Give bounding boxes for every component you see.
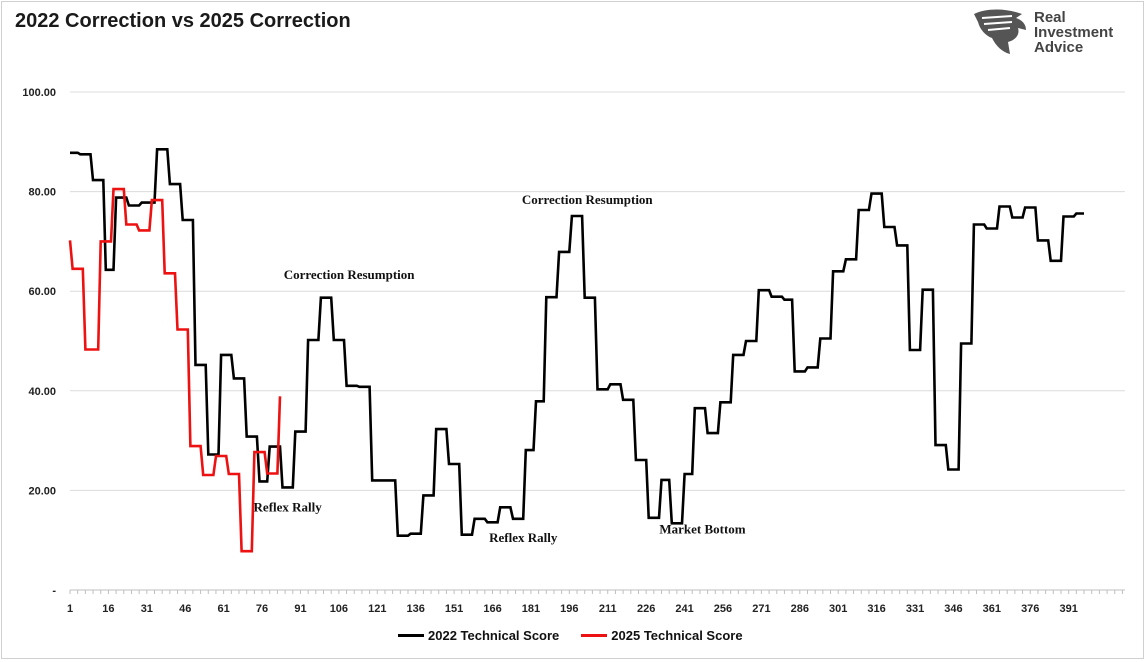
brand-logo: Real Investment Advice — [972, 8, 1132, 60]
legend-swatch-2025 — [581, 634, 608, 637]
legend-item-2022: 2022 Technical Score — [398, 628, 559, 643]
annotations: Correction Resumption Correction Resumpti… — [254, 192, 746, 545]
annotation-label: Reflex Rally — [489, 530, 558, 545]
y-tick-label: 100.00 — [22, 87, 56, 99]
x-tick-label: 316 — [867, 603, 885, 615]
x-tick-label: 46 — [179, 603, 191, 615]
x-tick-label: 331 — [906, 603, 924, 615]
y-tick-label: 20.00 — [28, 485, 56, 497]
chart-title: 2022 Correction vs 2025 Correction — [15, 10, 351, 32]
logo-line-3: Advice — [1034, 39, 1084, 56]
x-tick-label: 286 — [791, 603, 809, 615]
x-axis-ticks: 1 16 31 46 61 76 91 106 121 136 151 166 181 196 211 226… — [67, 590, 1123, 615]
x-tick-label: 106 — [330, 603, 348, 615]
x-tick-label: 76 — [256, 603, 268, 615]
grid-lines — [70, 91, 1125, 591]
x-tick-label: 196 — [560, 603, 578, 615]
y-tick-label: 40.00 — [28, 386, 56, 398]
y-tick-label: - — [52, 585, 56, 597]
logo-line-1: Real — [1034, 9, 1066, 26]
eagle-head-icon — [974, 9, 1026, 54]
logo-line-2: Investment — [1034, 24, 1114, 41]
y-tick-label: 80.00 — [28, 187, 56, 199]
x-tick-label: 301 — [829, 603, 847, 615]
x-tick-label: 181 — [522, 603, 540, 615]
x-tick-label: 166 — [483, 603, 501, 615]
legend-label-2025: 2025 Technical Score — [611, 628, 743, 643]
x-tick-label: 226 — [637, 603, 655, 615]
annotation-label: Market Bottom — [659, 522, 745, 537]
x-tick-label: 16 — [102, 603, 114, 615]
x-tick-label: 256 — [714, 603, 732, 615]
series-line-2022 — [70, 148, 1084, 537]
legend-item-2025: 2025 Technical Score — [581, 628, 743, 643]
annotation-label: Correction Resumption — [284, 267, 416, 282]
x-tick-label: 376 — [1021, 603, 1039, 615]
legend-label-2022: 2022 Technical Score — [428, 628, 560, 643]
annotation-label: Correction Resumption — [522, 192, 654, 207]
x-tick-label: 241 — [675, 603, 693, 615]
y-axis-ticks: - 20.00 40.00 60.00 80.00 100.00 — [22, 87, 56, 597]
annotation-label: Reflex Rally — [254, 499, 323, 514]
x-tick-label: 211 — [599, 603, 617, 615]
x-tick-label: 1 — [67, 603, 73, 615]
series-lines — [68, 148, 1084, 553]
legend-swatch-2022 — [398, 634, 424, 637]
x-tick-label: 271 — [752, 603, 770, 615]
x-tick-label: 151 — [445, 603, 463, 615]
x-tick-label: 121 — [368, 603, 386, 615]
x-tick-label: 61 — [218, 603, 230, 615]
y-tick-label: 60.00 — [28, 286, 56, 298]
x-tick-label: 136 — [407, 603, 425, 615]
x-tick-label: 91 — [294, 603, 306, 615]
x-tick-label: 31 — [141, 603, 153, 615]
x-tick-label: 391 — [1059, 603, 1077, 615]
legend: 2022 Technical Score 2025 Technical Scor… — [398, 628, 743, 643]
series-line-2025 — [68, 187, 282, 553]
x-tick-label: 346 — [944, 603, 962, 615]
x-tick-label: 361 — [983, 603, 1001, 615]
